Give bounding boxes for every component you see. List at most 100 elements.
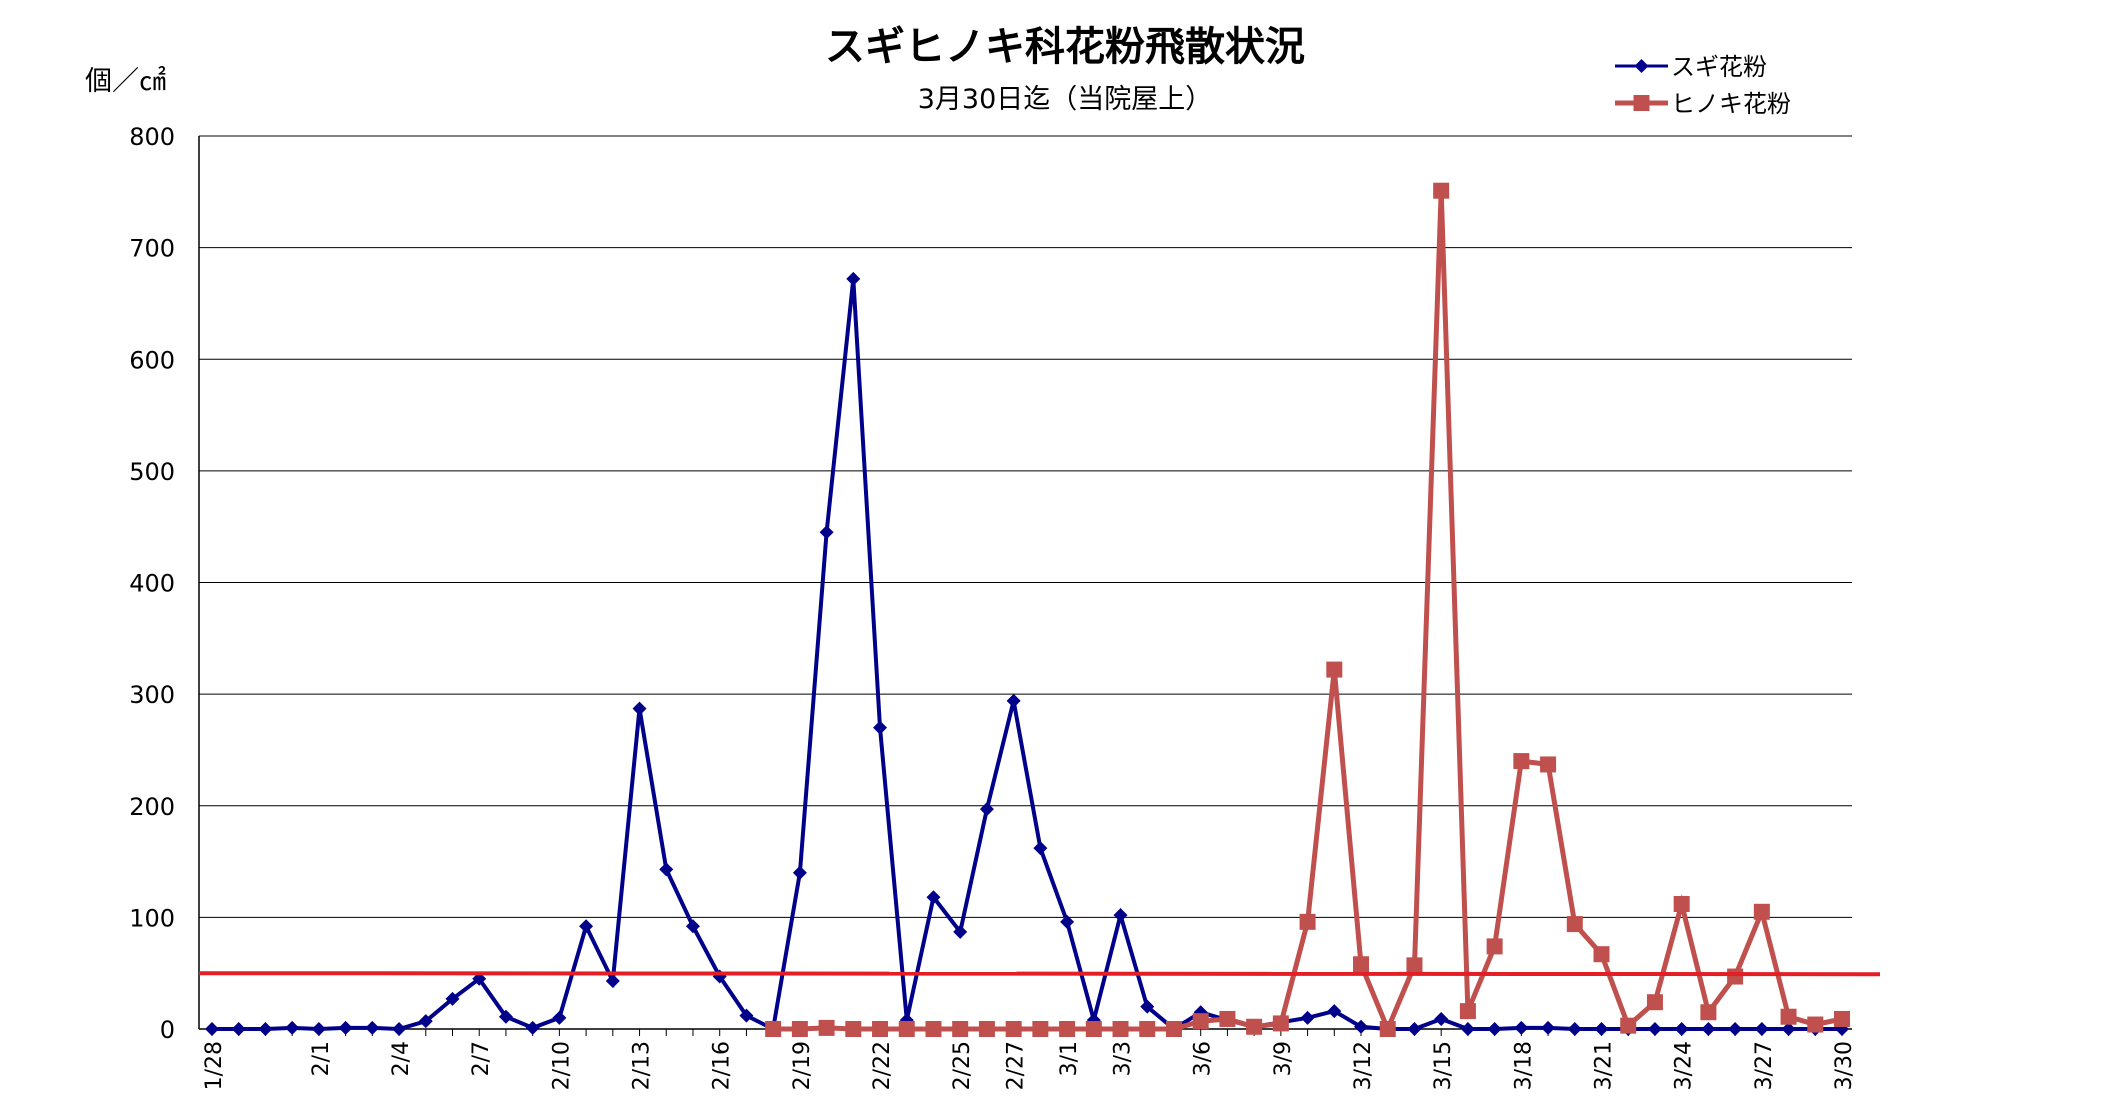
- grid-lines: [199, 135, 1852, 918]
- data-point-square: [978, 1021, 995, 1037]
- data-point-square: [765, 1021, 782, 1037]
- data-point-square: [1085, 1021, 1102, 1037]
- legend-label: スギ花粉: [1671, 53, 1767, 81]
- x-tick-label: 2/7: [469, 1041, 494, 1076]
- data-point-diamond: [1754, 1022, 1769, 1036]
- data-point-square: [1620, 1017, 1637, 1034]
- data-point-diamond: [792, 865, 807, 880]
- data-point-square: [1433, 182, 1450, 199]
- data-point-diamond: [365, 1020, 380, 1035]
- data-point-square: [1299, 913, 1316, 930]
- x-tick-label: 2/22: [870, 1041, 895, 1090]
- data-point-diamond: [498, 1009, 513, 1024]
- data-point-square: [1406, 957, 1423, 974]
- data-point-diamond: [311, 1022, 326, 1036]
- y-tick-label: 300: [129, 681, 175, 709]
- data-point-square: [925, 1021, 942, 1037]
- y-axis-label: 個／㎠: [85, 66, 166, 97]
- data-point-diamond: [1567, 1022, 1582, 1036]
- y-tick-label: 0: [160, 1016, 175, 1044]
- legend-label: ヒノキ花粉: [1671, 90, 1791, 118]
- y-tick-label: 600: [129, 346, 175, 374]
- data-point-square: [1700, 1004, 1717, 1021]
- data-point-diamond: [445, 991, 460, 1006]
- data-point-square: [1834, 1010, 1850, 1027]
- chart-title: スギヒノキ科花粉飛散状況: [825, 24, 1305, 70]
- data-point-square: [1005, 1021, 1022, 1037]
- legend-item-2: ヒノキ花粉: [1615, 90, 1791, 118]
- data-point-square: [1646, 994, 1663, 1011]
- data-point-diamond: [418, 1014, 433, 1029]
- x-tick-label: 2/16: [710, 1041, 735, 1090]
- y-tick-label: 800: [129, 123, 175, 151]
- y-tick-label: 500: [129, 458, 175, 486]
- y-tick-labels: 0 100 200 300 400 500 600 700 800: [129, 123, 175, 1044]
- data-point-square: [1459, 1003, 1476, 1020]
- data-point-diamond: [205, 1022, 219, 1036]
- x-tick-label: 2/10: [549, 1041, 574, 1090]
- data-point-diamond: [1434, 1011, 1449, 1026]
- data-point-diamond: [1647, 1022, 1662, 1036]
- data-point-diamond: [819, 525, 834, 540]
- data-point-diamond: [1460, 1022, 1475, 1036]
- series-lines: [205, 182, 1850, 1037]
- x-tick-label: 2/13: [630, 1041, 655, 1090]
- x-tick-label: 3/21: [1592, 1041, 1617, 1090]
- x-tick-label: 3/27: [1752, 1041, 1777, 1090]
- x-tick-label: 3/3: [1111, 1041, 1136, 1076]
- data-point-diamond: [1060, 914, 1075, 929]
- data-point-diamond: [953, 924, 968, 939]
- series-line-1: [212, 278, 1842, 1032]
- data-point-square: [1139, 1021, 1156, 1037]
- x-tick-label: 2/25: [950, 1041, 975, 1090]
- data-point-diamond: [632, 701, 647, 716]
- data-point-diamond: [1594, 1022, 1609, 1036]
- x-tick-label: 3/30: [1832, 1041, 1857, 1090]
- data-point-square: [1780, 1008, 1797, 1025]
- x-tick-labels: 1/28 2/1 2/4 2/7 2/10 2/13 2/16 2/19 2/22 2/25 2/2…: [202, 1029, 1857, 1090]
- x-tick-label: 2/27: [1004, 1041, 1029, 1090]
- data-point-diamond: [1113, 908, 1128, 923]
- data-point-diamond: [1541, 1020, 1556, 1035]
- data-point-square: [898, 1021, 915, 1037]
- x-tick-label: 2/1: [309, 1041, 334, 1076]
- data-point-square: [1513, 753, 1530, 770]
- series-2: [765, 182, 1850, 1037]
- x-tick-label: 1/28: [202, 1041, 227, 1090]
- data-point-diamond: [1006, 693, 1021, 708]
- reference-line-group: [198, 971, 1881, 977]
- data-point-square: [1165, 1021, 1182, 1037]
- data-point-diamond: [1300, 1010, 1315, 1025]
- data-point-square: [952, 1021, 969, 1037]
- data-point-square: [1272, 1015, 1289, 1032]
- data-point-diamond: [605, 974, 620, 989]
- data-point-diamond: [1728, 1022, 1743, 1036]
- data-point-diamond: [873, 720, 888, 735]
- y-tick-label: 100: [129, 904, 175, 932]
- data-point-square: [1727, 968, 1744, 985]
- data-point-diamond: [926, 890, 941, 905]
- y-tick-label: 700: [129, 235, 175, 263]
- data-point-diamond: [525, 1020, 540, 1035]
- data-point-square: [1326, 661, 1343, 678]
- series-1: [205, 271, 1849, 1036]
- data-point-diamond: [979, 802, 994, 817]
- data-point-square: [1059, 1021, 1076, 1037]
- data-point-square: [1753, 903, 1770, 920]
- y-tick-label: 200: [129, 793, 175, 821]
- data-point-diamond: [392, 1022, 407, 1036]
- data-point-diamond: [1701, 1022, 1716, 1036]
- data-point-square: [1673, 895, 1690, 912]
- data-point-square: [1246, 1018, 1263, 1035]
- data-point-square: [1486, 938, 1503, 955]
- data-point-square: [845, 1021, 862, 1037]
- x-tick-label: 3/6: [1191, 1041, 1216, 1076]
- data-point-diamond: [846, 271, 861, 286]
- legend-marker: [1634, 59, 1649, 73]
- data-point-square: [1379, 1021, 1396, 1037]
- chart-subtitle: 3月30日迄（当院屋上）: [918, 84, 1213, 115]
- data-point-square: [1353, 956, 1370, 973]
- data-point-square: [1112, 1021, 1129, 1037]
- data-point-square: [1807, 1016, 1824, 1033]
